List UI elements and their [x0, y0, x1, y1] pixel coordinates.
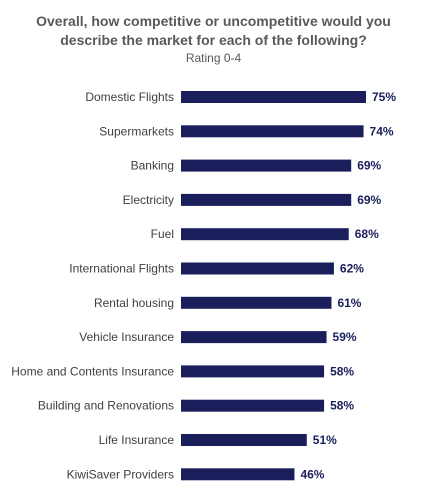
bar-banking [181, 159, 352, 172]
category-label-life-insurance: Life Insurance [99, 433, 175, 447]
bar-international-flights [181, 262, 334, 275]
category-label-supermarkets: Supermarkets [99, 124, 174, 138]
category-label-kiwisaver-providers: KiwiSaver Providers [67, 467, 174, 481]
bar-fuel [181, 228, 349, 241]
value-label-banking: 69% [357, 159, 381, 173]
value-label-rental-housing: 61% [337, 296, 361, 310]
category-label-building-and-renovations: Building and Renovations [38, 399, 174, 413]
category-label-electricity: Electricity [123, 193, 174, 207]
category-label-vehicle-insurance: Vehicle Insurance [79, 330, 174, 344]
category-label-home-and-contents-insurance: Home and Contents Insurance [11, 364, 174, 378]
category-label-fuel: Fuel [151, 227, 174, 241]
bar-kiwisaver-providers [181, 468, 295, 481]
bar-rental-housing [181, 296, 332, 309]
value-label-life-insurance: 51% [313, 433, 337, 447]
value-label-supermarkets: 74% [370, 124, 394, 138]
value-label-building-and-renovations: 58% [330, 399, 354, 413]
value-label-home-and-contents-insurance: 58% [330, 364, 354, 378]
value-label-fuel: 68% [355, 227, 379, 241]
category-label-rental-housing: Rental housing [94, 296, 174, 310]
category-label-international-flights: International Flights [69, 262, 174, 276]
value-label-international-flights: 62% [340, 262, 364, 276]
chart-subtitle: Rating 0-4 [185, 51, 242, 65]
bar-home-and-contents-insurance [181, 365, 325, 378]
bar-electricity [181, 193, 352, 206]
bar-vehicle-insurance [181, 331, 327, 344]
value-label-kiwisaver-providers: 46% [300, 467, 324, 481]
value-label-domestic-flights: 75% [372, 90, 396, 104]
bar-life-insurance [181, 434, 307, 446]
chart-title-line-2: describe the market for each of the foll… [60, 32, 367, 48]
category-label-banking: Banking [131, 159, 174, 173]
value-label-electricity: 69% [357, 193, 381, 207]
category-label-domestic-flights: Domestic Flights [85, 90, 174, 104]
chart-title-line-1: Overall, how competitive or uncompetitiv… [36, 13, 391, 29]
value-label-vehicle-insurance: 59% [333, 330, 357, 344]
bar-supermarkets [181, 125, 364, 138]
bar-building-and-renovations [181, 399, 325, 412]
bar-domestic-flights [181, 91, 366, 103]
